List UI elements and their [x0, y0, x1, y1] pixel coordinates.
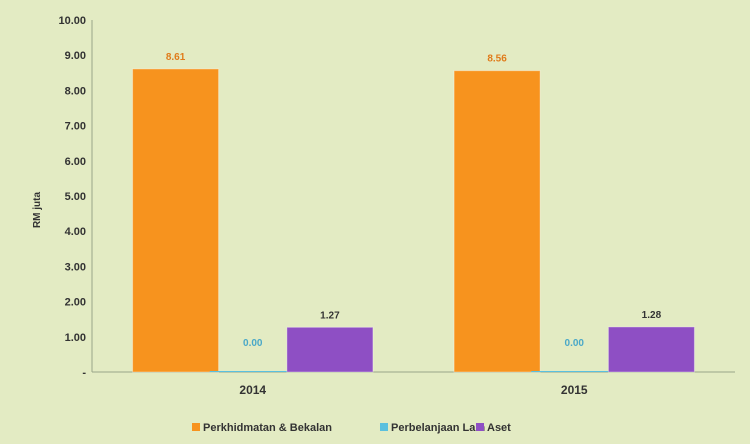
y-tick-label: 9.00 — [65, 50, 86, 62]
legend-label: Aset — [487, 422, 511, 434]
bar — [286, 326, 374, 373]
y-tick-label: 4.00 — [65, 226, 86, 238]
data-label: 1.28 — [642, 310, 662, 321]
x-category-label: 2015 — [561, 383, 588, 397]
bar — [607, 326, 695, 373]
legend-swatch — [192, 423, 200, 431]
x-axis-categories: 2014 2015 — [239, 383, 588, 397]
x-category-label: 2014 — [239, 383, 266, 397]
y-tick-label: 5.00 — [65, 191, 86, 203]
data-label: 1.27 — [320, 310, 340, 321]
legend-swatch — [476, 423, 484, 431]
legend-swatch — [380, 423, 388, 431]
bar — [453, 70, 541, 373]
data-label: 8.56 — [487, 54, 507, 65]
data-label: 0.00 — [565, 338, 585, 349]
legend-label: Perkhidmatan & Bekalan — [203, 422, 332, 434]
legend: Perkhidmatan & Bekalan Perbelanjaan Lain A… — [192, 422, 511, 434]
data-label: 0.00 — [243, 338, 263, 349]
y-tick-label: 1.00 — [65, 332, 86, 344]
y-tick-label: - — [82, 367, 86, 379]
y-axis-ticks: - 1.00 2.00 3.00 4.00 5.00 6.00 7.00 8.00 9.00 10.… — [58, 15, 86, 379]
y-tick-label: 2.00 — [65, 297, 86, 309]
bar — [531, 371, 618, 372]
y-tick-label: 10.00 — [58, 15, 86, 27]
legend-label: Perbelanjaan Lain — [391, 422, 485, 434]
y-tick-label: 6.00 — [65, 156, 86, 168]
y-tick-label: 8.00 — [65, 85, 86, 97]
y-axis-label: RM juta — [32, 192, 43, 229]
bars-group: 8.61 0.00 1.27 8.56 0.00 1.28 — [132, 52, 695, 373]
data-label: 8.61 — [166, 52, 186, 63]
y-tick-label: 3.00 — [65, 261, 86, 273]
bar — [209, 371, 296, 372]
y-tick-label: 7.00 — [65, 121, 86, 133]
bar — [132, 68, 220, 373]
